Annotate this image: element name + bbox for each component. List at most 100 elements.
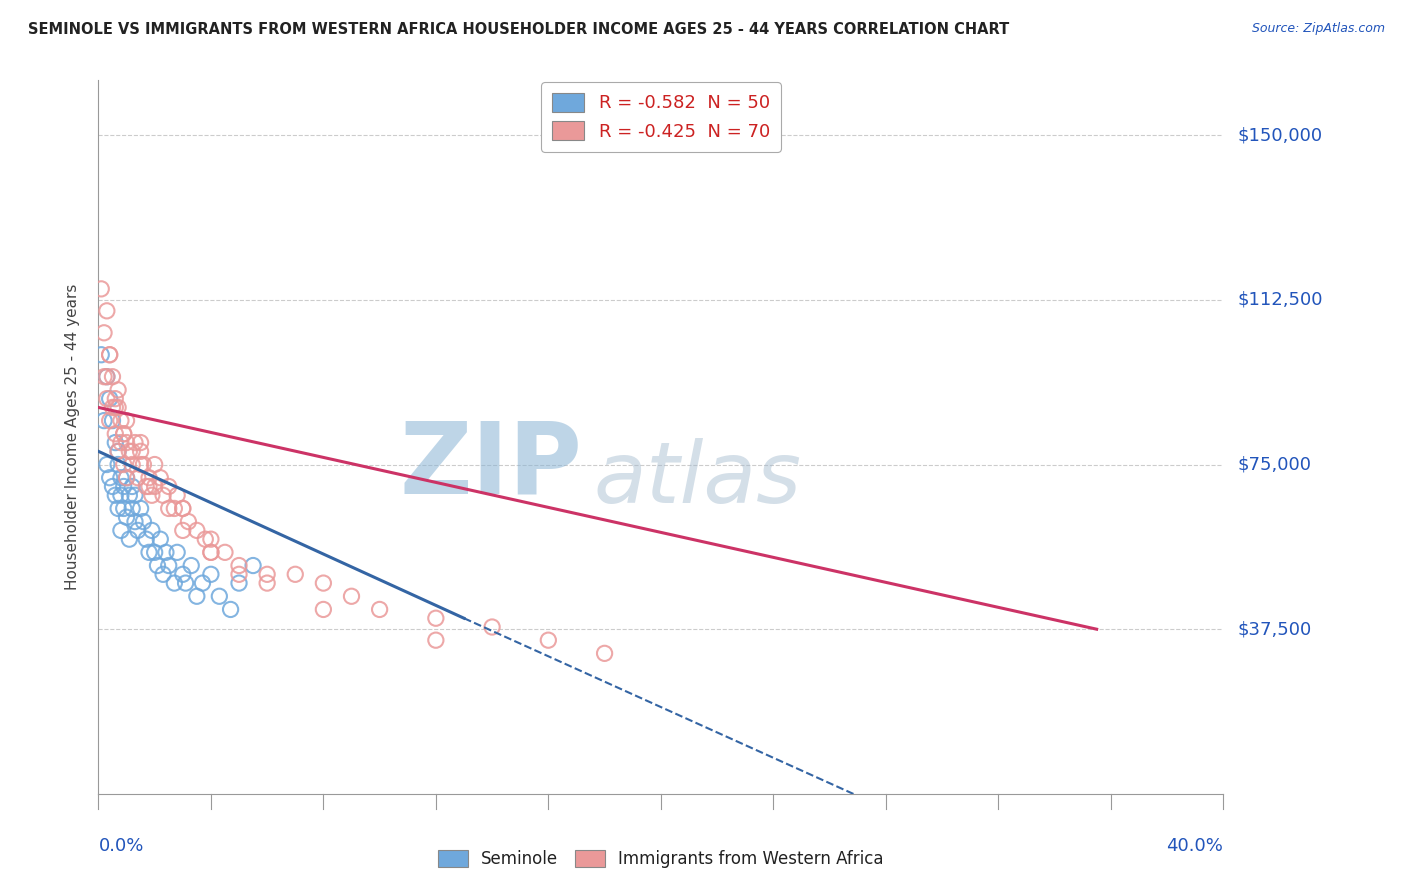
Point [121,444,143,458]
Point [121,501,143,516]
Point [155,545,177,559]
Point [90,282,112,296]
Point [132,515,155,529]
Point [138,545,160,559]
Point [186,589,208,603]
Point [172,524,194,538]
Point [200,567,222,582]
Point [152,567,174,582]
Point [110,435,132,450]
Point [104,392,127,406]
Point [96,369,118,384]
Point [138,479,160,493]
Point [163,501,186,516]
Point [174,576,197,591]
Point [138,471,160,485]
Point [127,524,149,538]
Point [166,545,188,559]
Point [129,458,152,472]
Point [93,414,115,428]
Point [129,444,152,458]
Point [115,435,138,450]
Point [228,576,250,591]
Legend: Seminole, Immigrants from Western Africa: Seminole, Immigrants from Western Africa [427,840,894,879]
Point [107,383,129,397]
Point [312,576,335,591]
Point [132,458,155,472]
Point [191,576,214,591]
Point [90,348,112,362]
Point [124,488,146,502]
Point [96,458,118,472]
Text: $112,500: $112,500 [1237,291,1323,309]
Point [110,471,132,485]
Point [107,444,129,458]
Point [107,401,129,415]
Point [143,458,166,472]
Point [180,558,202,573]
Point [110,414,132,428]
Point [593,646,616,660]
Point [96,392,118,406]
Point [115,471,138,485]
Point [368,602,391,616]
Point [200,545,222,559]
Point [98,348,121,362]
Point [141,524,163,538]
Point [112,458,135,472]
Text: $150,000: $150,000 [1237,126,1322,145]
Point [425,633,447,648]
Point [149,532,172,546]
Text: atlas: atlas [593,438,801,522]
Point [135,532,157,546]
Point [129,435,152,450]
Point [152,488,174,502]
Point [115,510,138,524]
Point [115,471,138,485]
Point [537,633,560,648]
Point [228,567,250,582]
Point [96,303,118,318]
Point [98,392,121,406]
Point [166,488,188,502]
Point [101,369,124,384]
Point [228,558,250,573]
Point [242,558,264,573]
Point [96,369,118,384]
Point [104,426,127,441]
Point [425,611,447,625]
Point [143,545,166,559]
Point [141,488,163,502]
Text: 0.0%: 0.0% [98,837,143,855]
Point [256,576,278,591]
Point [194,532,217,546]
Point [149,471,172,485]
Point [129,501,152,516]
Text: $37,500: $37,500 [1237,620,1312,638]
Point [93,326,115,340]
Point [104,435,127,450]
Point [101,414,124,428]
Point [110,488,132,502]
Point [172,501,194,516]
Point [121,479,143,493]
Point [177,515,200,529]
Point [146,558,169,573]
Point [110,524,132,538]
Point [98,471,121,485]
Point [124,515,146,529]
Point [112,501,135,516]
Point [115,414,138,428]
Point [312,602,335,616]
Point [118,444,141,458]
Point [101,401,124,415]
Point [93,369,115,384]
Point [107,444,129,458]
Point [214,545,236,559]
Point [112,479,135,493]
Point [135,479,157,493]
Point [118,488,141,502]
Point [107,458,129,472]
Point [104,488,127,502]
Point [340,589,363,603]
